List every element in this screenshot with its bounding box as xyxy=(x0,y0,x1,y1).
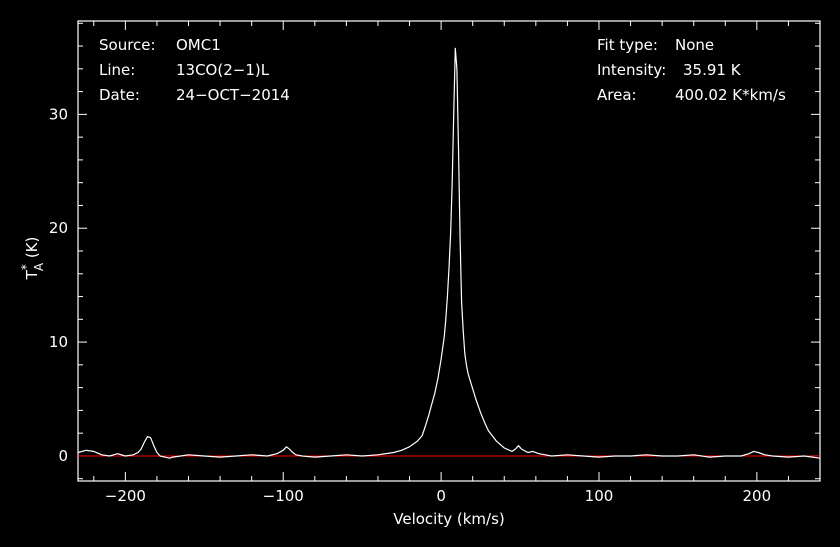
axis-ticks xyxy=(78,21,821,481)
x-axis-label: Velocity (km/s) xyxy=(393,510,504,528)
y-tick-label: 20 xyxy=(49,219,68,237)
plot-layer xyxy=(77,47,821,459)
line-label: Line: xyxy=(99,61,135,79)
y-axis-label-main: T xyxy=(23,269,41,280)
intensity-label: Intensity: xyxy=(597,61,666,79)
axis-tick-labels: −200 −100 0 100 200 0 10 20 30 xyxy=(49,105,771,505)
line-value: 13CO(2−1)L xyxy=(176,61,270,79)
y-axis-label: T*A (K) xyxy=(19,237,46,281)
x-tick-label: −200 xyxy=(105,487,146,505)
y-tick-label: 30 xyxy=(49,105,68,123)
svg-text:T*A (K): T*A (K) xyxy=(19,237,46,281)
source-label: Source: xyxy=(99,36,156,54)
y-tick-label: 10 xyxy=(49,333,68,351)
fit-type-label: Fit type: xyxy=(597,36,658,54)
y-axis-label-unit: (K) xyxy=(23,237,41,263)
x-tick-label: 0 xyxy=(436,487,446,505)
spectrum-line xyxy=(77,47,821,459)
source-value: OMC1 xyxy=(176,36,221,54)
info-left: Source: OMC1 Line: 13CO(2−1)L Date: 24−O… xyxy=(99,36,290,104)
area-label: Area: xyxy=(597,86,637,104)
intensity-value: 35.91 K xyxy=(683,61,742,79)
y-axis-label-superscript: * xyxy=(19,264,33,270)
y-axis-label-subscript: A xyxy=(32,262,46,271)
y-tick-label: 0 xyxy=(58,447,68,465)
x-tick-label: 100 xyxy=(585,487,614,505)
date-value: 24−OCT−2014 xyxy=(176,86,290,104)
fit-type-value: None xyxy=(675,36,714,54)
area-value: 400.02 K*km/s xyxy=(675,86,786,104)
info-right: Fit type: None Intensity: 35.91 K Area: … xyxy=(597,36,786,104)
x-tick-label: 200 xyxy=(743,487,772,505)
x-tick-label: −100 xyxy=(263,487,304,505)
date-label: Date: xyxy=(99,86,140,104)
